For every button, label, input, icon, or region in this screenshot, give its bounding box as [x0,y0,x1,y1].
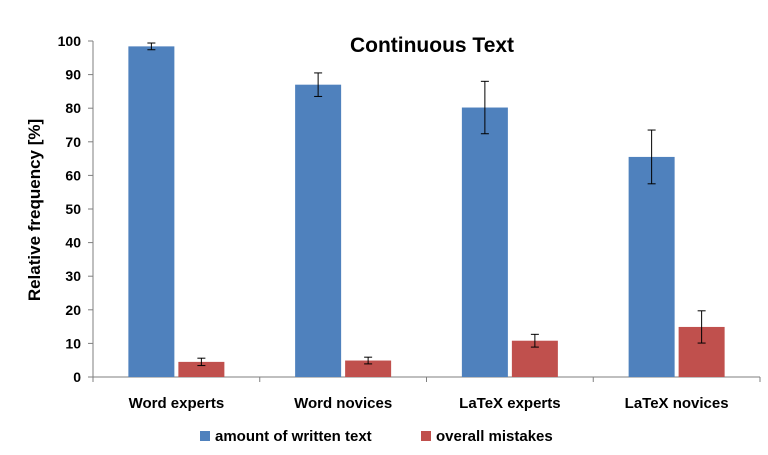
y-tick-label: 70 [65,134,81,150]
legend-label-written-text: amount of written text [215,428,372,445]
legend-swatch-written-text [200,431,210,441]
y-tick-label: 20 [65,302,81,318]
bar-mistakes [345,360,392,377]
legend-swatch-mistakes [421,431,431,441]
legend-label-mistakes: overall mistakes [436,428,553,445]
error-bars [147,42,706,367]
y-tick-label: 10 [65,335,81,351]
x-category-label: Word experts [129,395,225,412]
y-tick-label: 100 [58,33,82,49]
y-axis-label: Relative frequency [%] [25,119,44,301]
bar-mistakes [178,361,225,377]
y-tick-label: 0 [73,369,81,385]
bar-written-text [295,84,342,378]
bar-written-text [128,46,175,377]
x-category-label: LaTeX experts [459,395,560,412]
bar-written-text [628,156,675,377]
axes: 0 10 20 30 40 50 60 70 80 90 100 Word experts Word n… [58,33,761,412]
x-category-label: LaTeX novices [625,395,729,412]
y-tick-label: 40 [65,235,81,251]
bar-written-text [461,107,508,377]
y-tick-label: 60 [65,167,81,183]
chart-title: Continuous Text [350,34,514,57]
y-tick-label: 30 [65,268,81,284]
y-tick-label: 90 [65,67,81,83]
legend: amount of written text overall mistakes [200,428,553,445]
y-tick-label: 50 [65,201,81,217]
bars [128,46,725,378]
y-tick-label: 80 [65,100,81,116]
x-category-label: Word novices [294,395,392,412]
